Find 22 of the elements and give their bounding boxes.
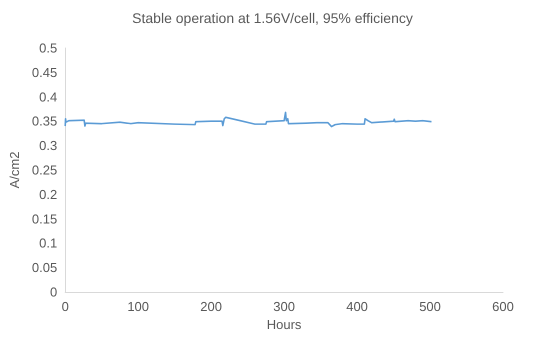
x-tick-label: 100 xyxy=(127,299,150,314)
x-tick-label: 0 xyxy=(62,299,69,314)
x-tick-label: 400 xyxy=(346,299,368,314)
chart-title: Stable operation at 1.56V/cell, 95% efficiency xyxy=(132,10,413,26)
y-tick-label: 0.5 xyxy=(39,40,58,56)
y-axis-title: A/cm2 xyxy=(7,152,22,188)
y-tick-label: 0.15 xyxy=(32,211,58,226)
line-series xyxy=(64,112,432,128)
x-tick-label: 600 xyxy=(492,299,514,314)
y-tick-label: 0.2 xyxy=(39,186,58,202)
y-tick-label: 0.1 xyxy=(39,236,58,251)
x-tick-label: 200 xyxy=(200,299,222,314)
y-tick-label: 0.4 xyxy=(39,89,58,104)
y-tick-label: 0 xyxy=(50,284,58,300)
y-tick-label: 0.3 xyxy=(39,138,58,154)
x-axis-title: Hours xyxy=(266,316,302,332)
x-tick-label: 300 xyxy=(273,299,295,314)
y-tick-label: 0.05 xyxy=(32,260,58,276)
y-tick-label: 0.35 xyxy=(32,114,58,129)
x-tick-label: 500 xyxy=(419,299,441,314)
y-tick-label: 0.25 xyxy=(32,162,58,178)
y-tick-label: 0.45 xyxy=(32,64,58,80)
